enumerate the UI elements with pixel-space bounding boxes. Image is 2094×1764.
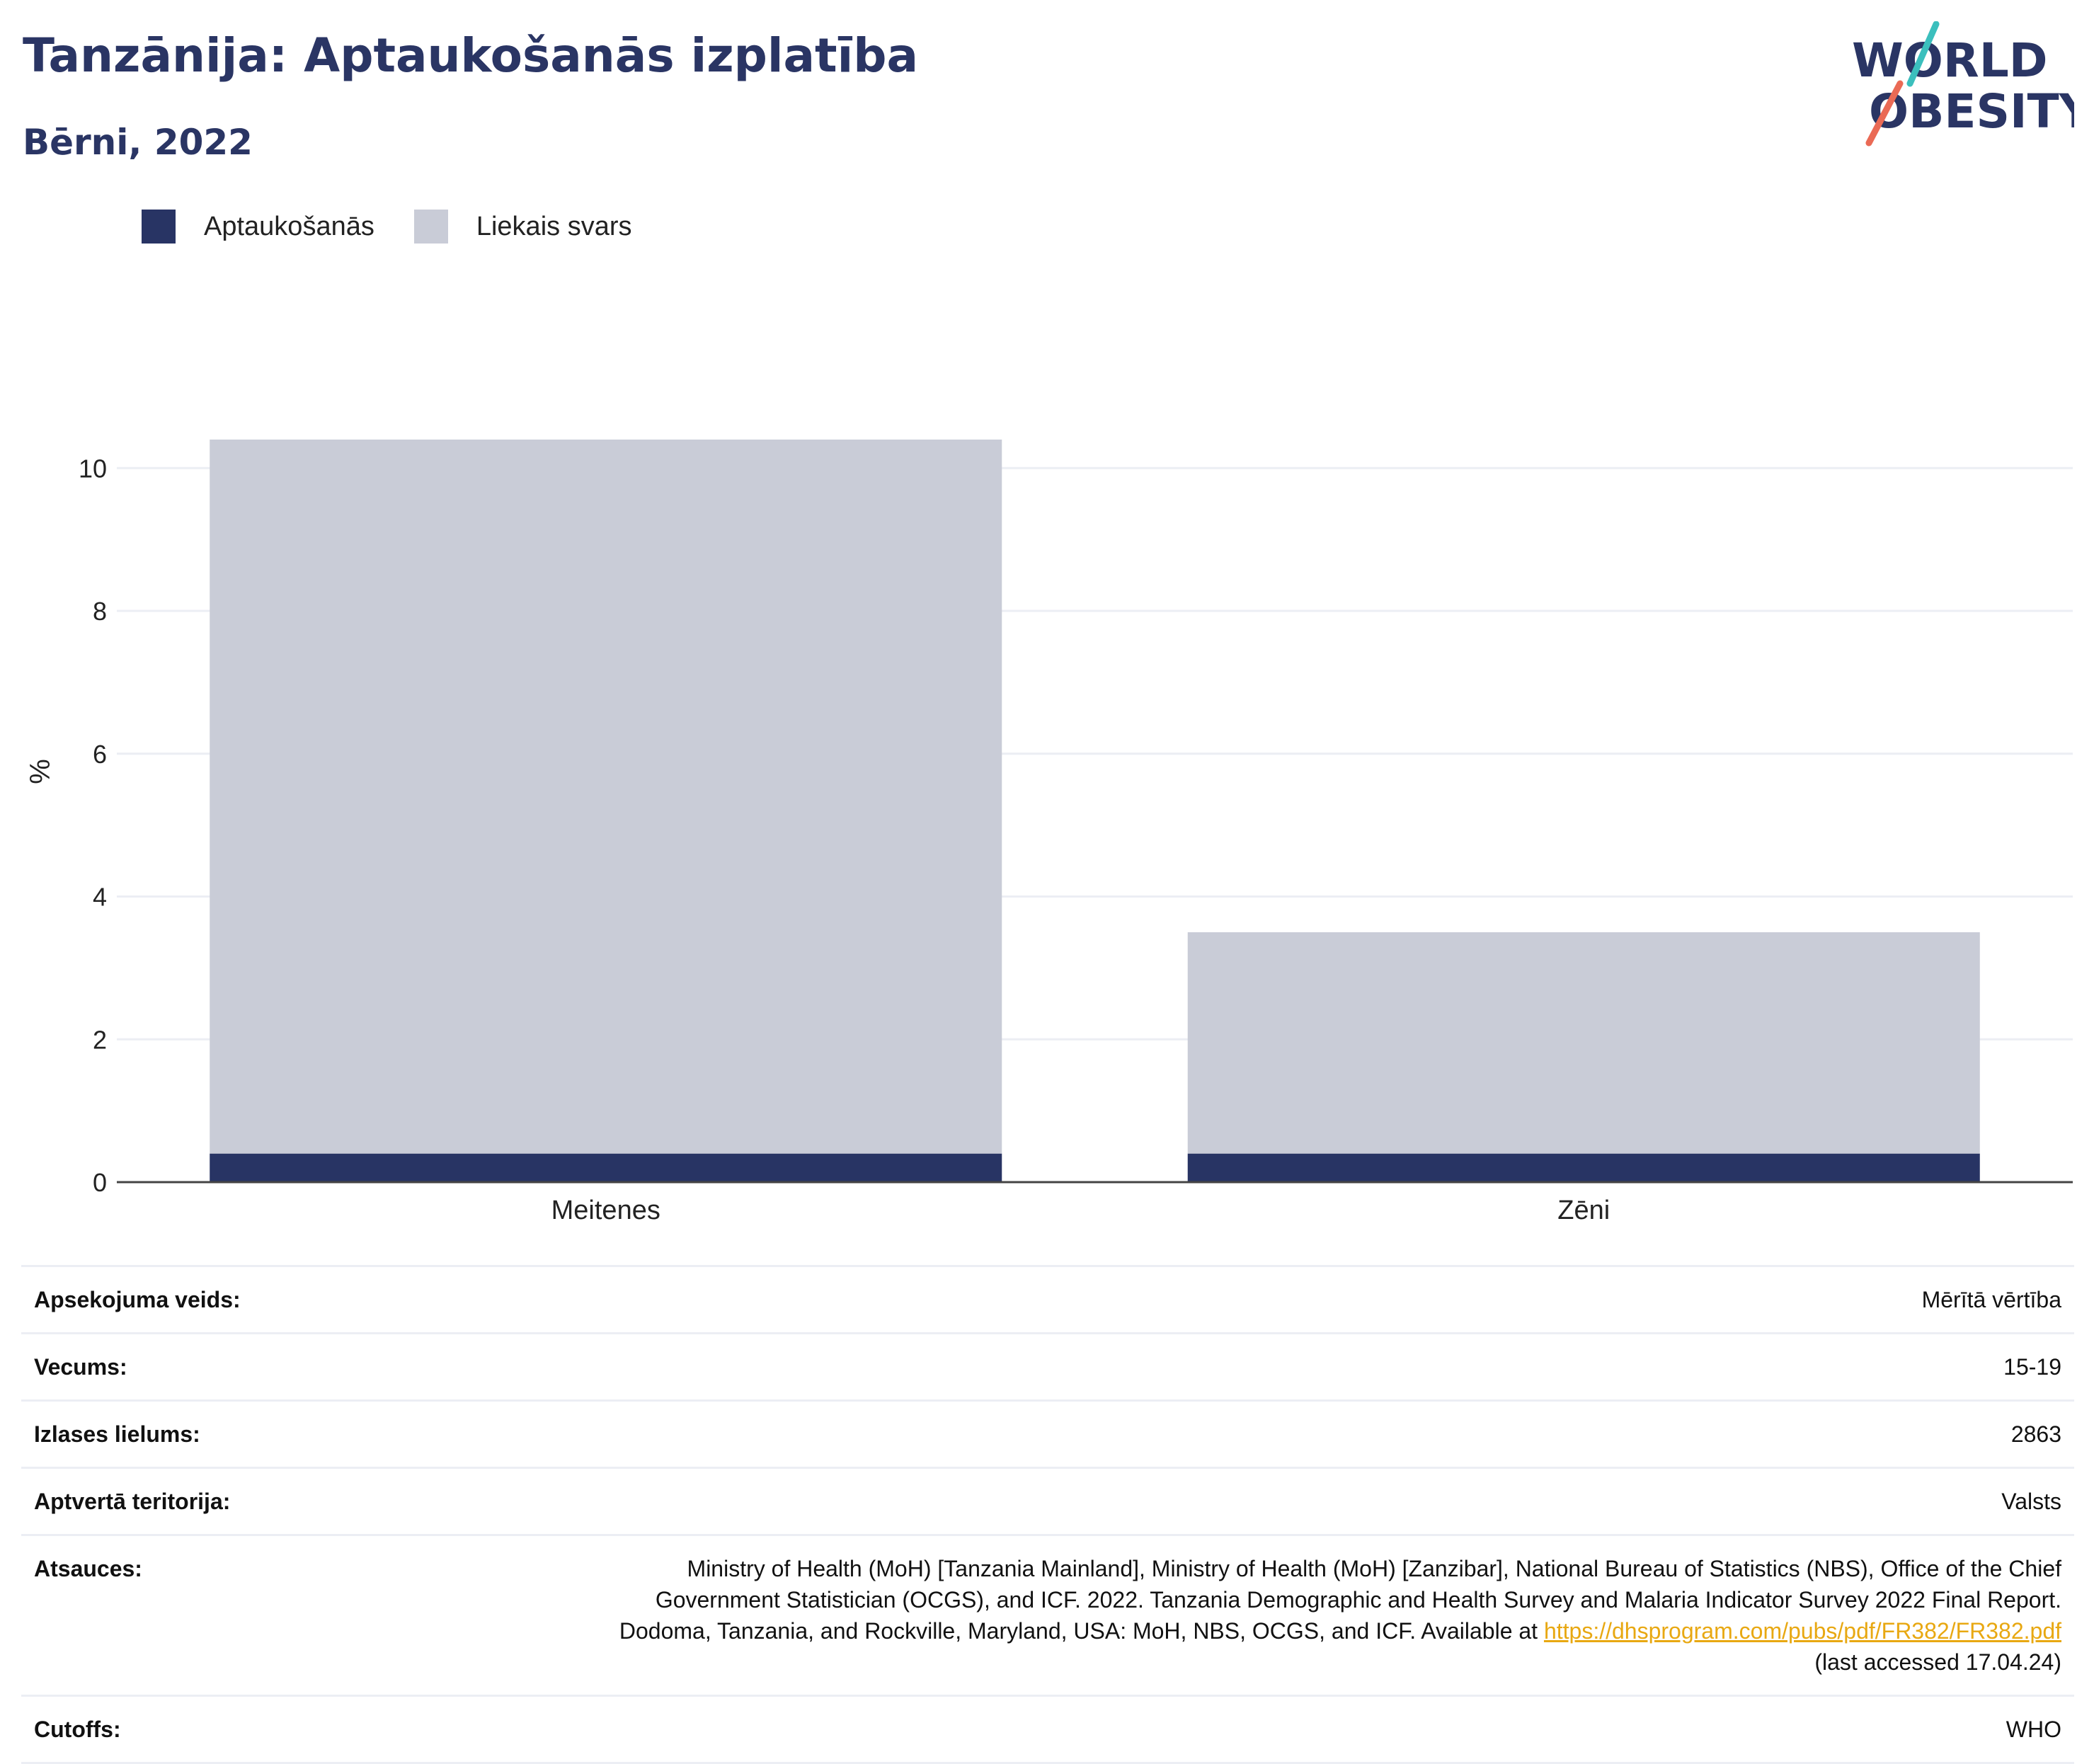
y-tick-label: 4 [93,883,107,912]
info-value: Mērītā vērtība [1921,1287,2061,1312]
y-axis-label: % [25,759,56,784]
info-value: Valsts [2001,1489,2061,1514]
y-tick-label: 0 [93,1168,107,1197]
bar-obesity-2 [1187,1153,1980,1182]
reference-suffix: (last accessed 17.04.24) [1814,1649,2061,1675]
legend-label-overweight: Liekais svars [476,211,632,241]
info-label: Atsauces: [34,1556,142,1581]
logo-teal-slash [1906,21,1940,87]
logo-word-obesity: OBESITY [1869,84,2074,139]
info-label: Apsekojuma veids: [34,1287,241,1312]
info-value: 2863 [2010,1421,2061,1447]
info-row-sample-size: Izlases lielums: 2863 [21,1399,2074,1467]
reference-body: Ministry of Health (MoH) [Tanzania Mainl… [619,1556,2061,1644]
world-obesity-logo: WORLD OBESITY [1852,21,2074,147]
info-row-cutoffs: Cutoffs: WHO [21,1695,2074,1764]
info-row-age: Vecums: 15-19 [21,1332,2074,1399]
x-tick-label: Meitenes [551,1196,660,1225]
legend-label-obesity: Aptaukošanās [204,211,374,241]
info-table: Apsekojuma veids: Mērītā vērtība Vecums:… [21,1265,2074,1764]
info-row-survey-type: Apsekojuma veids: Mērītā vērtība [21,1265,2074,1332]
bar-overweight-2 [1187,932,1980,1154]
info-row-coverage: Aptvertā teritorija: Valsts [21,1467,2074,1534]
legend-swatch-overweight [413,210,448,244]
legend-swatch-obesity [142,210,176,244]
info-value: WHO [2006,1717,2061,1742]
info-label: Aptvertā teritorija: [34,1489,231,1514]
y-tick-label: 6 [93,740,107,769]
page-subtitle: Bērni, 2022 [23,122,253,163]
reference-link[interactable]: https://dhsprogram.com/pubs/pdf/FR382/FR… [1543,1618,2061,1644]
reference-text: Ministry of Health (MoH) [Tanzania Mainl… [610,1553,2061,1678]
logo-word-world: WORLD [1852,33,2048,88]
y-tick-label: 10 [79,454,107,483]
legend-item-overweight[interactable]: Liekais svars [413,210,632,244]
logo-coral-slash [1865,80,1904,147]
bar-chart: 0 2 4 6 8 10% Meitenes Zēni [25,439,2073,1225]
legend-item-obesity[interactable]: Aptaukošanās [142,210,374,244]
info-label: Vecums: [34,1354,127,1380]
y-tick-label: 8 [93,597,107,626]
info-row-references: Atsauces: Ministry of Health (MoH) [Tanz… [21,1534,2074,1695]
info-value: 15-19 [2003,1354,2061,1380]
bar-obesity-1 [210,1153,1002,1182]
chart-legend: Aptaukošanās Liekais svars [142,210,671,244]
x-tick-label: Zēni [1557,1196,1610,1225]
info-label: Cutoffs: [34,1717,121,1742]
page-title: Tanzānija: Aptaukošanās izplatība [23,28,918,83]
info-label: Izlases lielums: [34,1421,200,1447]
y-tick-label: 2 [93,1025,107,1054]
bar-overweight-1 [210,439,1002,1154]
